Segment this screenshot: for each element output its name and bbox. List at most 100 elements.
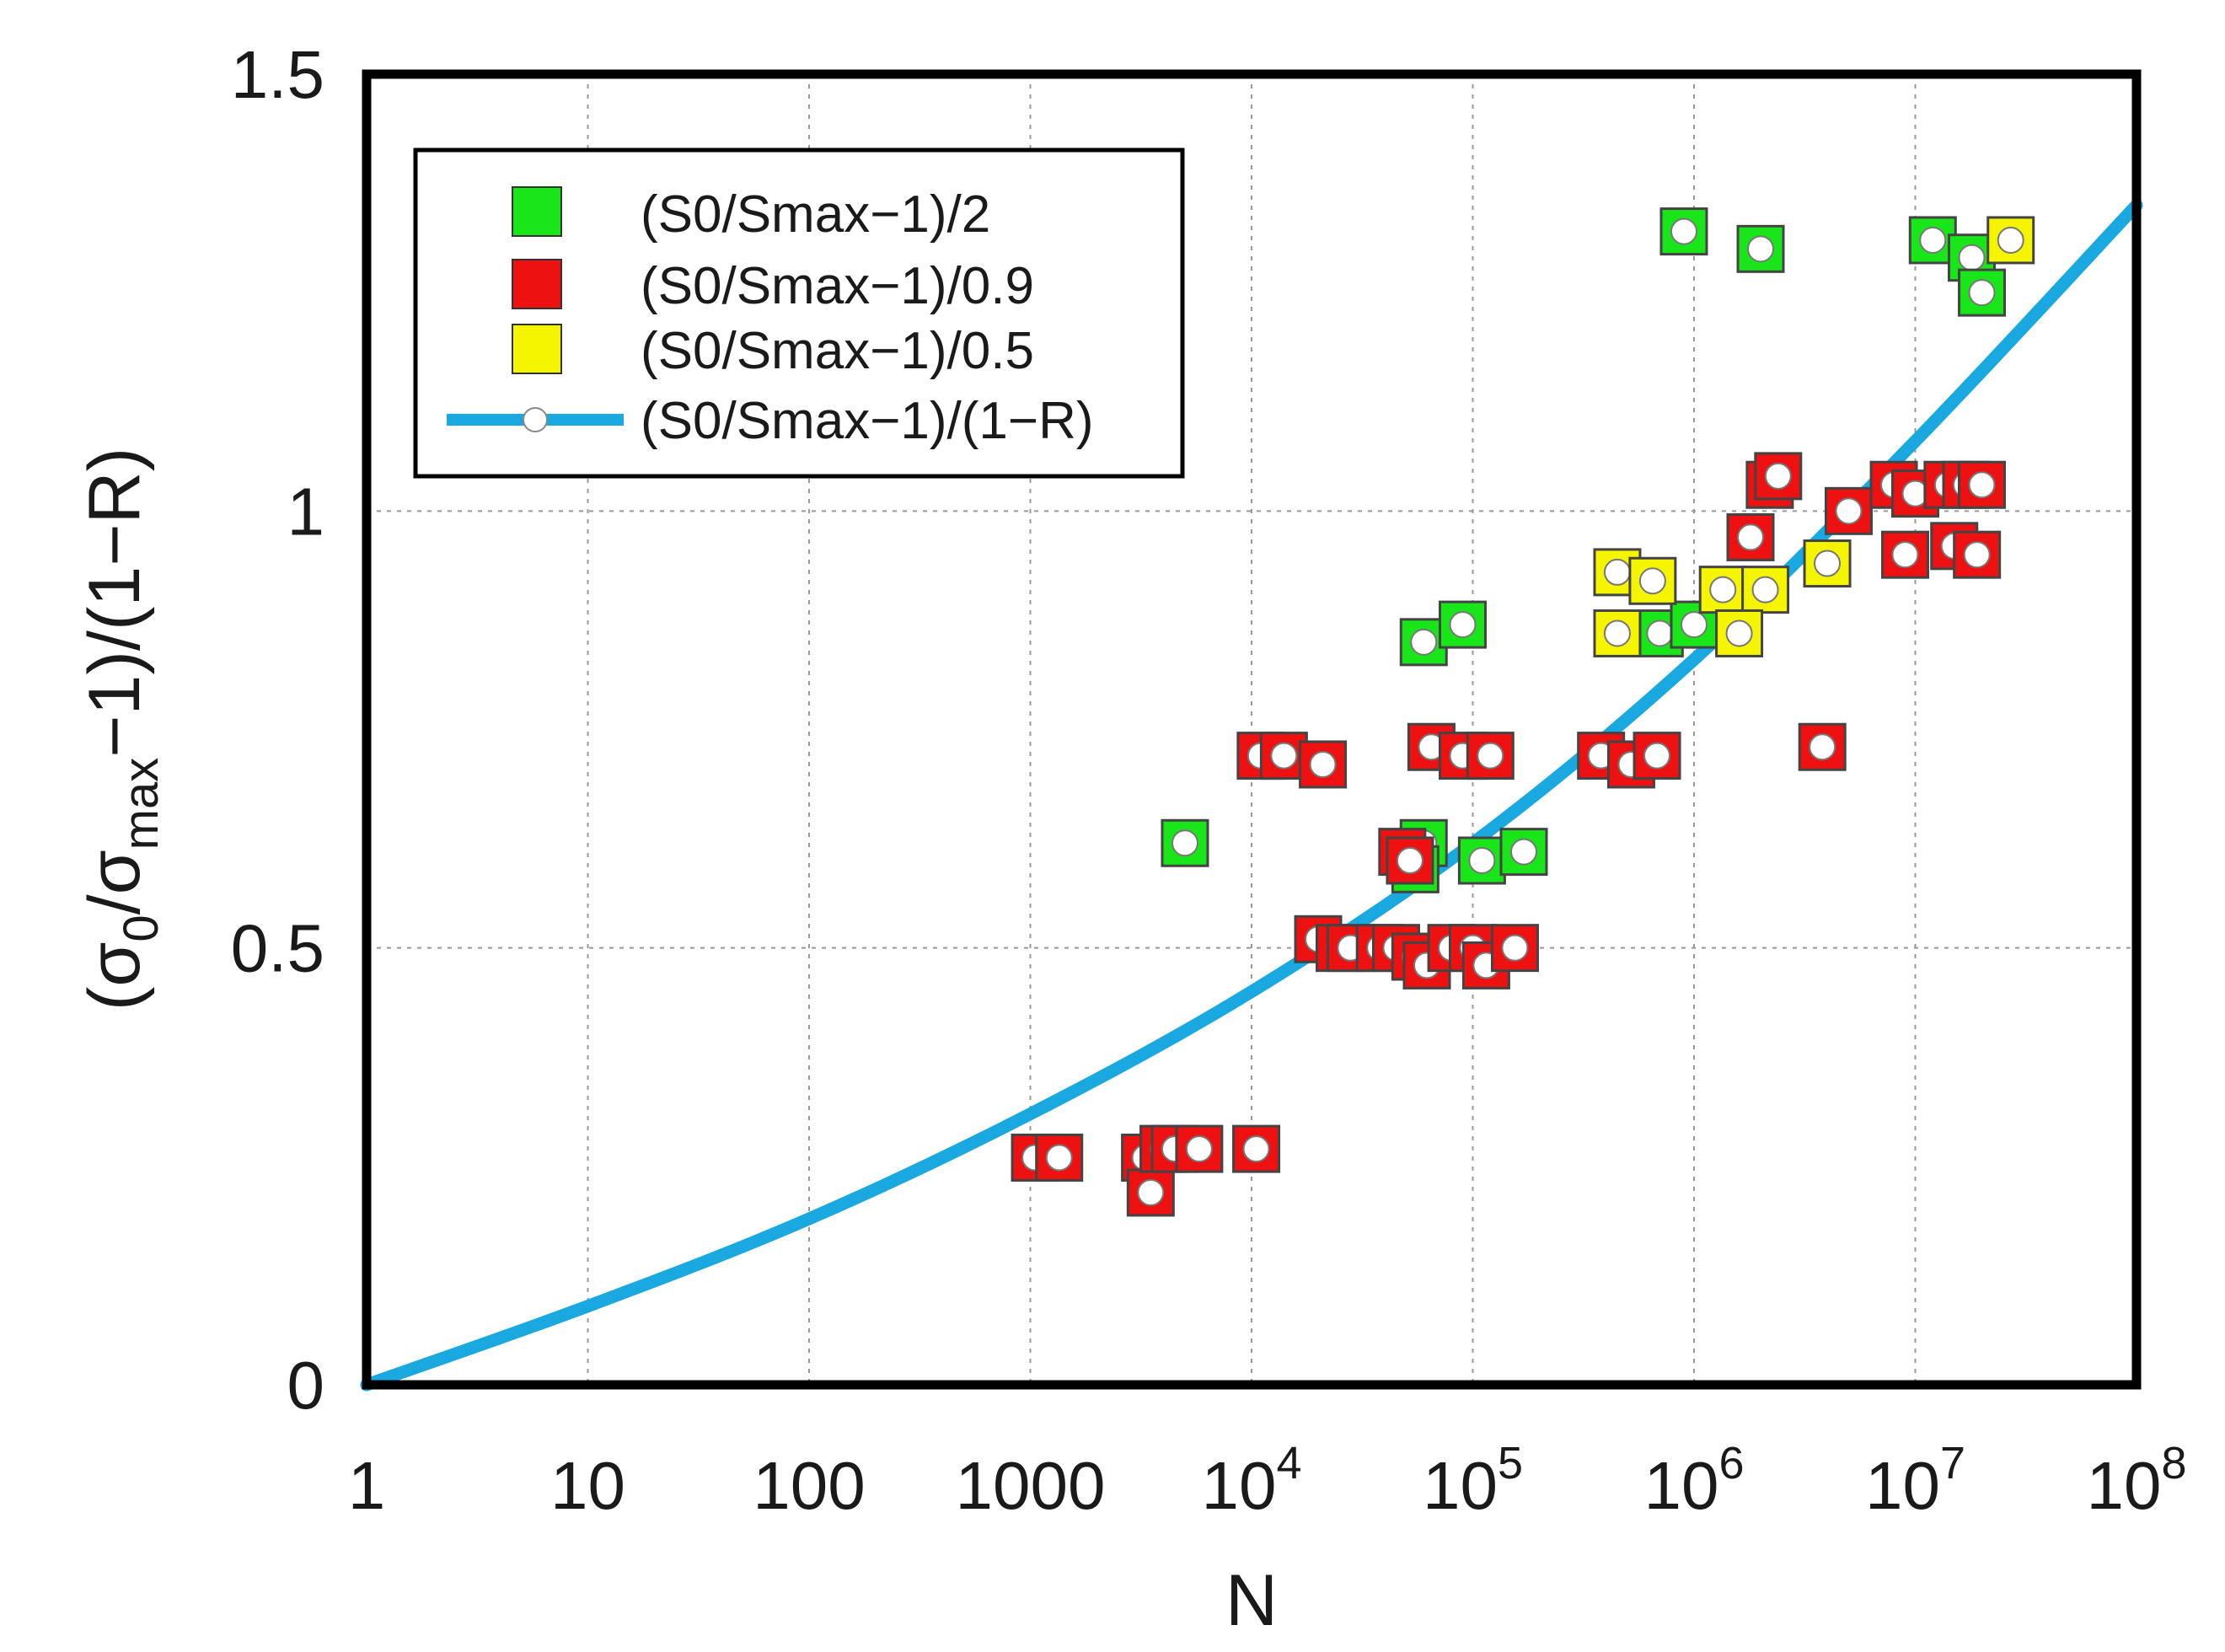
data-point-circle [1670, 217, 1697, 245]
x-tick-label: 10 [550, 1448, 625, 1523]
y-tick-label: 1.5 [231, 37, 324, 112]
data-point-yellow [1741, 566, 1790, 614]
legend: (S0/Smax−1)/2 (S0/Smax−1)/0.9 (S0/Smax−1… [413, 148, 1185, 479]
x-tick-labels: 1 10 100 1000 104 105 106 107 108 [348, 1438, 2187, 1523]
data-point-circle [1643, 742, 1671, 770]
y-axis-title-part: /σ [74, 850, 155, 914]
data-point-yellow [1698, 566, 1747, 614]
data-point-red [1633, 732, 1681, 780]
data-point-circle [1646, 620, 1674, 647]
data-point-square [1175, 1124, 1224, 1173]
x-axis-title: N [1225, 1560, 1278, 1641]
data-point-green [1736, 224, 1785, 273]
data-point-yellow [1628, 556, 1677, 605]
y-axis-title-subscript: 0 [114, 914, 169, 941]
data-points-layer [1011, 207, 2035, 1217]
y-tick-label: 0.5 [231, 911, 324, 986]
data-point-red [1466, 732, 1515, 780]
data-point-circle [1638, 567, 1666, 595]
data-point-red [1035, 1133, 1084, 1182]
y-tick-label: 0 [287, 1348, 325, 1423]
data-point-circle [1747, 235, 1775, 263]
data-point-red [1126, 1168, 1175, 1217]
data-point-circle [1968, 279, 1996, 307]
data-point-red [1299, 740, 1348, 789]
legend-marker-red-square [512, 259, 562, 309]
y-tick-labels: 0 0.5 1 1.5 [231, 37, 324, 1423]
data-point-circle [1709, 576, 1737, 603]
data-point-red [1175, 1124, 1224, 1173]
data-point-circle [1919, 226, 1947, 254]
x-tick-label: 1000 [956, 1448, 1106, 1523]
data-point-circle [1270, 742, 1298, 770]
data-point-red [1880, 530, 1929, 579]
data-point-circle [1751, 576, 1779, 603]
legend-marker-yellow-square [512, 324, 562, 374]
data-point-circle [1309, 750, 1337, 778]
data-point-circle [1681, 611, 1708, 639]
data-point-green [1457, 836, 1506, 885]
legend-label: (S0/Smax−1)/0.9 [641, 257, 1034, 315]
data-point-green [1438, 600, 1487, 649]
y-axis-title: (σ0/σmax−1)/(1−R) [74, 448, 169, 1011]
data-point-circle [1809, 733, 1836, 761]
plot-frame [362, 69, 2142, 1390]
data-point-circle [1410, 628, 1438, 656]
data-point-circle [1764, 462, 1792, 490]
data-point-red [1824, 486, 1873, 535]
data-point-circle [1045, 1144, 1073, 1172]
y-axis-title-part: −1)/(1−R) [74, 448, 155, 758]
data-point-yellow [1593, 609, 1642, 657]
legend-label: (S0/Smax−1)/2 [641, 185, 990, 244]
data-point-green [1161, 818, 1209, 867]
data-point-circle [1891, 541, 1919, 569]
data-point-red [1953, 530, 2002, 579]
data-point-circle [1835, 497, 1863, 525]
data-point-circle [1137, 1178, 1165, 1206]
data-point-green [1499, 828, 1548, 877]
data-point-circle [1501, 934, 1529, 962]
y-axis-title-subscript: max [114, 758, 169, 850]
data-point-yellow [1803, 539, 1852, 588]
data-point-circle [1468, 847, 1496, 874]
grid-lines [367, 74, 2137, 1385]
data-point-yellow [1986, 216, 2035, 265]
x-tick-label: 106 [1643, 1438, 1744, 1523]
data-point-circle [1171, 829, 1198, 857]
data-point-circle [1396, 847, 1423, 874]
data-point-square [1880, 530, 1929, 579]
data-point-circle [1958, 244, 1986, 271]
data-point-circle [1449, 611, 1477, 639]
data-point-circle [1242, 1135, 1270, 1163]
x-tick-label: 104 [1201, 1438, 1301, 1523]
x-tick-label: 108 [2086, 1438, 2186, 1523]
data-point-green [1958, 268, 2007, 317]
legend-marker-green-square [512, 186, 562, 237]
y-axis-title-part: (σ [74, 942, 155, 1011]
data-point-circle [1737, 523, 1765, 551]
data-point-red [1958, 460, 2007, 509]
data-point-green [1659, 207, 1708, 256]
data-point-circle [1814, 550, 1842, 577]
x-tick-label: 107 [1865, 1438, 1965, 1523]
data-point-circle [1603, 620, 1631, 647]
data-point-circle [1603, 558, 1631, 586]
data-point-circle [1477, 742, 1504, 770]
data-point-yellow [1715, 609, 1764, 657]
x-tick-label: 105 [1423, 1438, 1523, 1523]
legend-label: (S0/Smax−1)/0.5 [641, 322, 1034, 380]
data-point-circle [1963, 541, 1991, 569]
data-point-circle [1997, 226, 2024, 254]
legend-marker-circle-icon [523, 407, 548, 432]
y-tick-label: 1 [287, 474, 325, 549]
data-point-red [1232, 1124, 1281, 1173]
data-point-red [1490, 924, 1539, 973]
data-point-square [1438, 600, 1487, 649]
data-point-circle [1968, 471, 1996, 499]
x-tick-label: 100 [753, 1448, 865, 1523]
data-point-red [1754, 452, 1803, 501]
data-point-red [1798, 722, 1847, 771]
data-point-circle [1725, 620, 1753, 647]
x-tick-label: 1 [348, 1448, 386, 1523]
